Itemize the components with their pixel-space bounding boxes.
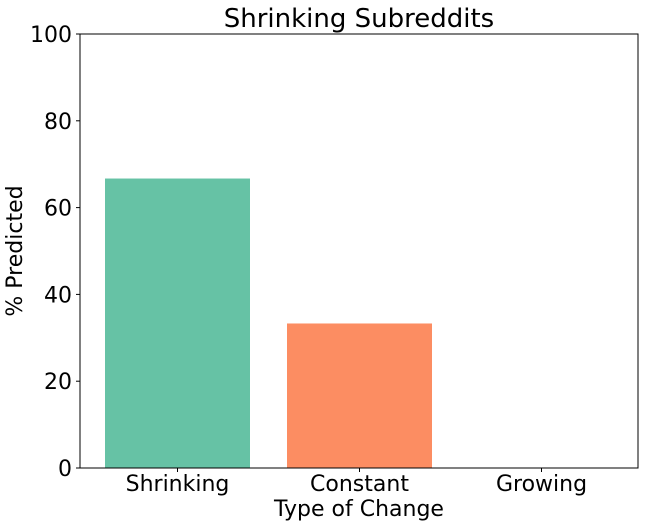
y-tick-label: 60 [44,197,72,222]
x-tick-label: Shrinking [126,472,230,497]
x-ticks-group: Shrinking Constant Growing [126,468,587,497]
y-tick-label: 80 [44,110,72,135]
chart-title: Shrinking Subreddits [224,4,494,34]
y-axis-label: % Predicted [3,185,28,316]
y-tick-label: 40 [44,283,72,308]
y-tick-label: 20 [44,370,72,395]
y-tick-label: 100 [30,23,72,48]
bars-group [105,178,432,468]
x-axis-label: Type of Change [273,497,444,522]
x-tick-label: Constant [310,472,409,497]
x-tick-label: Growing [496,472,587,497]
y-ticks-group: 0 20 40 60 80 100 [30,23,80,482]
bar-constant [287,323,432,468]
bar-shrinking [105,178,250,468]
plot-frame [79,33,639,469]
y-tick-label: 0 [58,457,72,482]
